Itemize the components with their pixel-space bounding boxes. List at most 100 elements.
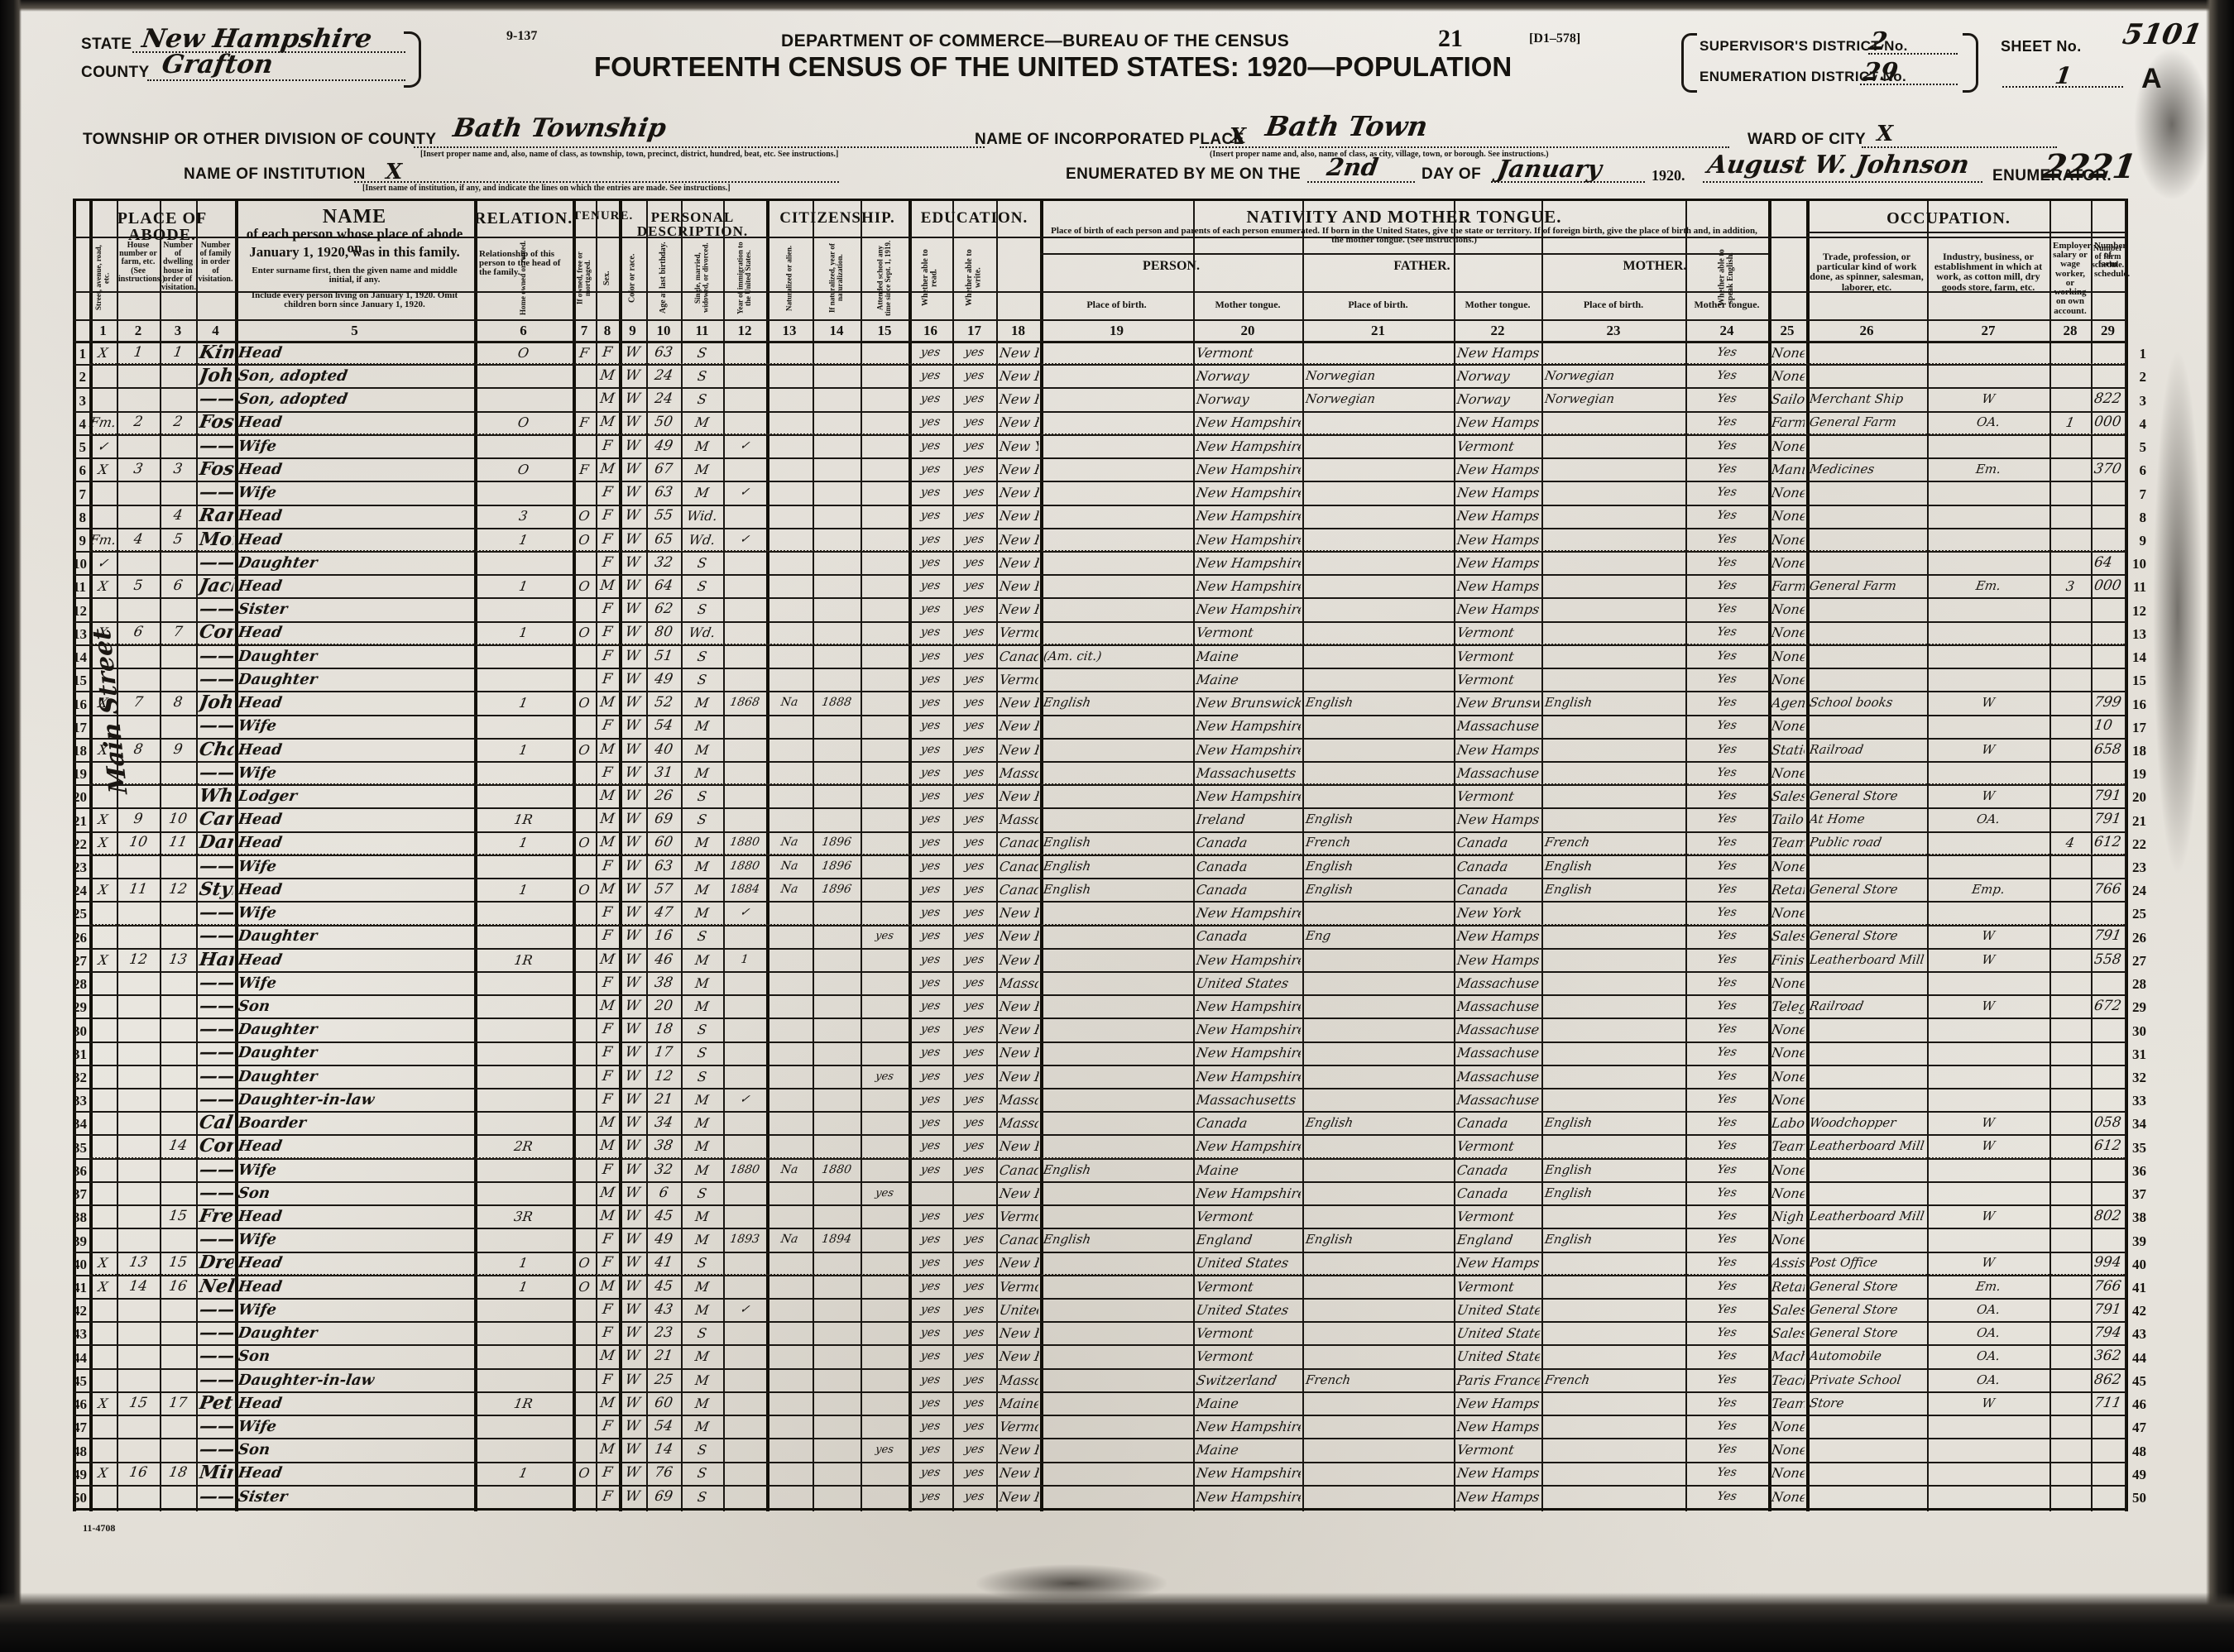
state-county-brace (404, 31, 421, 88)
cell-emp: Em. (1974, 461, 2002, 476)
cell-age: 69 (653, 1487, 674, 1505)
cell-sex: F (601, 624, 614, 641)
row-rule (73, 1228, 2125, 1229)
cell-age: 47 (653, 904, 674, 922)
cell-ind: Medicines (1808, 461, 1876, 476)
row-number-left: 10 (73, 556, 87, 572)
cell-name: Stymest Ben A. (197, 879, 236, 900)
cell-age: 45 (653, 1207, 674, 1224)
cell-rel: Head (237, 694, 284, 712)
cell-fs: 766 (2093, 1277, 2123, 1295)
cell-emp: OA. (1975, 812, 2001, 827)
cell-street: X (97, 578, 109, 595)
cell-ms: Wid. (686, 508, 718, 524)
cell-rd: yes (919, 602, 942, 616)
cell-wr: yes (963, 906, 985, 920)
cell-sex: F (601, 1067, 614, 1085)
cell-fs: 058 (2093, 1114, 2122, 1132)
row-rule (73, 528, 2125, 529)
row-number-left: 49 (73, 1466, 87, 1482)
cell-sex: M (598, 414, 616, 431)
cell-street: X (97, 951, 109, 968)
col-number-16: 16 (923, 323, 937, 338)
row-number-left: 40 (73, 1256, 87, 1272)
group-education: EDUCATION. (920, 209, 1028, 227)
cell-eng: Yes (1715, 415, 1738, 429)
cell-mpb: Vermont (1455, 648, 1516, 664)
cell-name: ——— Harold R. (197, 1347, 236, 1367)
cell-pb: New Hampshire (998, 951, 1041, 968)
row-number-left: 5 (79, 439, 87, 456)
cell-name: Drewry Vera M. (198, 1253, 235, 1273)
cell-occ: None (1770, 1488, 1807, 1505)
cell-wr: yes (963, 438, 985, 453)
cell-street: X (97, 1465, 109, 1482)
incorporated-note: (Insert proper name and, also, name of c… (1210, 150, 1549, 159)
cell-occ: None (1770, 764, 1806, 781)
row-number-right: 20 (2132, 789, 2146, 806)
cell-fs: 766 (2093, 880, 2122, 898)
cell-sex: F (601, 1464, 614, 1482)
cell-race: W (624, 624, 642, 641)
cell-fpb: New Brunswick (1195, 695, 1302, 711)
cell-occ: None (1770, 1068, 1806, 1085)
cell-fpb: Maine (1195, 1395, 1240, 1411)
cell-ind: Public road (1808, 835, 1883, 850)
cell-rel: Son (237, 1441, 271, 1459)
cell-age: 20 (654, 997, 674, 1014)
cell-mpb: Norway (1455, 391, 1512, 408)
cell-rel: Head (237, 834, 284, 852)
cell-fpb: Massachusetts (1195, 764, 1297, 781)
cell-mpb: New Hampshire (1455, 1255, 1542, 1271)
cell-fs: 000 (2093, 577, 2123, 595)
row-number-left: 35 (73, 1139, 87, 1156)
cell-mt: English (1042, 695, 1093, 711)
cell-eng: Yes (1716, 555, 1738, 569)
cell-age: 76 (654, 1464, 674, 1482)
cell-eng: Yes (1716, 1022, 1738, 1037)
cell-rd: yes (919, 345, 942, 359)
row-number-left: 29 (73, 999, 87, 1016)
cell-wr: yes (963, 1372, 985, 1386)
cell-fpb: New Hampshire (1195, 905, 1303, 922)
col-number-3: 3 (174, 323, 182, 338)
group-name: NAME (322, 206, 387, 227)
family-separator (89, 644, 2125, 645)
cell-name: ——— Doris L. (198, 927, 235, 946)
cell-ind: At Home (1808, 812, 1867, 827)
cell-age: 16 (653, 927, 674, 945)
cell-eng: Yes (1716, 1092, 1738, 1106)
cell-fpb: England (1195, 1232, 1254, 1248)
cell-mpb: Massachusetts (1455, 1068, 1541, 1085)
row-rule (73, 1438, 2125, 1439)
cell-sch: yes (874, 1070, 895, 1083)
cell-ms: M (693, 1278, 711, 1295)
cell-rd: yes (919, 789, 942, 802)
cell-name: ——— Elsie B. (198, 1089, 235, 1109)
cell-name: ——— Carrie E. (198, 1020, 235, 1040)
row-number-right: 5 (2139, 439, 2147, 456)
cell-eng: Yes (1715, 345, 1738, 359)
cell-ind: General Store (1808, 1301, 1900, 1317)
row-rule (73, 1111, 2125, 1113)
cell-rd: yes (919, 1466, 942, 1480)
col-number-13: 13 (782, 323, 797, 338)
cell-pb: Massachusetts (998, 1372, 1040, 1388)
cell-sex: M (599, 1137, 616, 1155)
cell-pb: Massachusetts (998, 812, 1040, 828)
cell-ms: S (696, 1022, 708, 1038)
cell-race: W (624, 1348, 641, 1365)
cell-eng: Yes (1715, 579, 1738, 593)
cell-wr: yes (963, 415, 985, 429)
cell-mpb: Vermont (1455, 438, 1516, 454)
row-rule (73, 925, 2125, 927)
row-number-right: 30 (2132, 1022, 2146, 1039)
cell-age: 38 (653, 1137, 674, 1155)
cell-wr: yes (963, 1489, 985, 1503)
enumerator-name: August W. Johnson (1705, 151, 1972, 180)
cell-ten2: F (578, 414, 590, 431)
cell-pb: New Hampshire (998, 344, 1040, 361)
cell-rd: yes (919, 859, 942, 873)
cell-fpb: New Hampshire (1195, 1418, 1302, 1434)
row-number-right: 44 (2132, 1349, 2146, 1366)
